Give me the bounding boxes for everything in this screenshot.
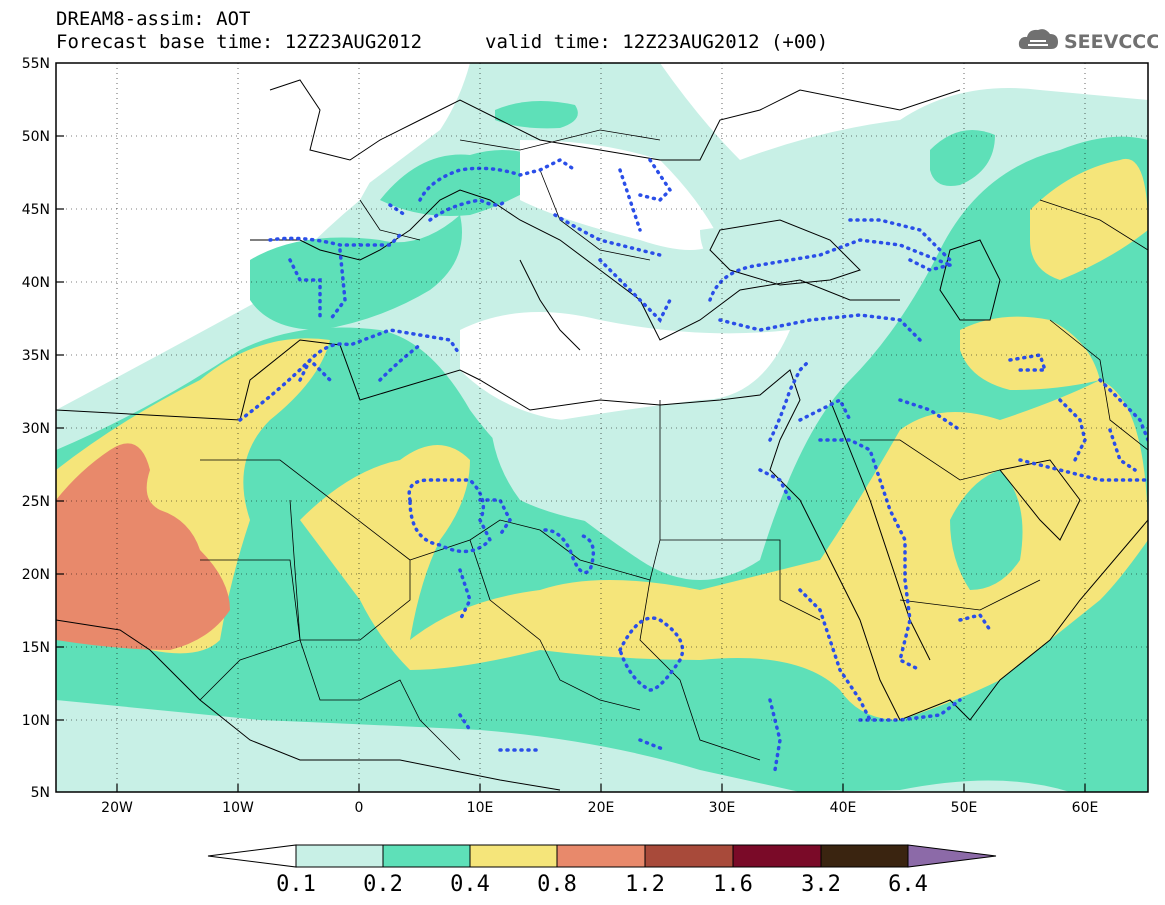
lat-label-50n: 50N [22,129,50,145]
aot-patch-egypt [490,410,770,530]
colorbar-bin-3.2-6.4 [820,844,909,868]
aot-clear-europe [300,63,470,215]
lat-label-40n: 40N [22,275,50,291]
lon-label-20w: 20W [101,800,133,816]
coastlines [56,79,1148,791]
forecast-base-time: Forecast base time: 12Z23AUG2012 [56,31,423,53]
lon-label-30e: 30E [709,800,736,816]
aot-patch-iberia [250,215,462,330]
lat-label-20n: 20N [22,567,50,583]
colorbar-label-0.4: 0.4 [450,872,490,897]
colorbar-bin-0.4-0.8 [469,844,558,868]
lon-label-10e: 10E [467,800,494,816]
aot-clear-mediterranean [460,312,790,420]
colorbar [207,844,997,868]
lon-label-10w: 10W [222,800,254,816]
map-title: DREAM8-assim: AOT [56,8,251,30]
aot-patch-ukraine [930,130,995,186]
colorbar-label-3.2: 3.2 [801,872,841,897]
latlon-grid [56,63,1148,792]
aot-patch-arabia [950,470,1023,590]
aot-band-0.4-caspian [1030,158,1148,280]
colorbar-label-6.4: 6.4 [888,872,928,897]
aot-patch-alps [380,150,560,216]
colorbar-label-0.8: 0.8 [537,872,577,897]
colorbar-bin-0.8-1.2 [556,844,646,868]
aot-fields [56,63,1148,792]
aot-band-0.8 [56,443,230,650]
lat-label-25n: 25N [22,494,50,510]
lat-label-30n: 30N [22,421,50,437]
valid-time: valid time: 12Z23AUG2012 (+00) [485,31,829,53]
colorbar-label-0.1: 0.1 [276,872,316,897]
colorbar-bin-1.2-1.6 [644,844,734,868]
lon-label-50e: 50E [951,800,978,816]
lon-label-20e: 20E [588,800,615,816]
colorbar-bin-1.6-3.2 [732,844,822,868]
lat-label-10n: 10N [22,713,50,729]
lat-label-15n: 15N [22,640,50,656]
lat-label-35n: 35N [22,348,50,364]
colorbar-label-0.2: 0.2 [363,872,403,897]
logo-text: SEEVCCC [1064,31,1158,53]
colorbar-bin-0.2-0.4 [382,844,471,868]
lon-label-40e: 40E [830,800,857,816]
aot-band-0.4-sahel [300,380,1148,720]
colorbar-bin-0.1-0.2 [295,844,384,868]
aot-band-0.4-arabia-north [960,316,1100,390]
lon-label-0: 0 [355,800,364,816]
lat-label-45n: 45N [22,202,50,218]
colorbar-label-1.6: 1.6 [713,872,753,897]
aot-patch-poland [495,101,578,129]
colorbar-low-arrow [207,844,297,868]
lon-label-60e: 60E [1072,800,1099,816]
assimilation-contours [238,157,1148,772]
colorbar-label-1.2: 1.2 [625,872,665,897]
colorbar-high-arrow [907,844,997,868]
lat-label-55n: 55N [22,56,50,72]
ticks [56,135,1086,792]
lat-label-5n: 5N [31,785,50,801]
seevccc-logo: SEEVCCC [1018,29,1158,53]
country-borders [199,129,1148,761]
